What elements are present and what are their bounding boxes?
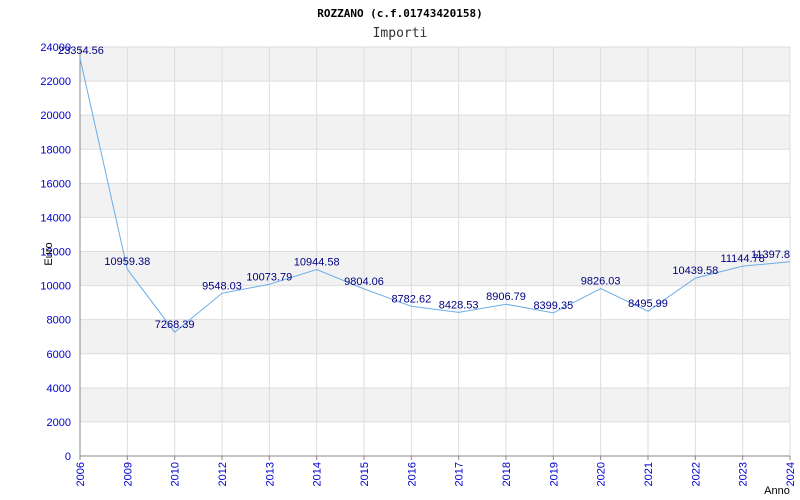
data-label: 9548.03 <box>202 280 242 292</box>
y-tick-label: 12000 <box>40 247 71 259</box>
grid-band <box>80 149 790 184</box>
x-tick-label: 2024 <box>785 462 797 486</box>
grid-band <box>80 81 790 116</box>
data-label: 10439.58 <box>672 265 718 277</box>
data-label: 8906.79 <box>486 291 526 303</box>
grid-lines <box>79 46 791 457</box>
data-label: 9826.03 <box>581 276 621 288</box>
data-labels: 23354.5610959.387268.399548.0310073.7910… <box>58 45 790 331</box>
x-tick-label: 2009 <box>122 462 134 486</box>
y-tick-label: 2000 <box>47 417 71 429</box>
y-axis-label: Euro <box>43 242 55 265</box>
data-label: 8495.99 <box>628 298 668 310</box>
data-label: 11397.8 <box>751 249 790 261</box>
data-label: 7268.39 <box>155 319 195 331</box>
grid-band <box>80 47 790 82</box>
grid-band <box>80 183 790 218</box>
grid-band <box>80 217 790 252</box>
y-tick-label: 22000 <box>40 76 71 88</box>
x-tick-labels: 2006 2009 2010 2012 2013 2014 2015 2016 2017 2018… <box>75 456 797 486</box>
x-tick-label: 2022 <box>690 462 702 486</box>
grid-band <box>80 421 790 456</box>
data-label: 11144.78 <box>721 253 765 265</box>
x-tick-label: 2013 <box>264 462 276 486</box>
grid-band <box>80 387 790 422</box>
y-tick-label: 0 <box>65 451 71 463</box>
chart-title: ROZZANO (c.f.01743420158) <box>317 7 483 20</box>
x-tick-label: 2016 <box>406 462 418 486</box>
x-tick-label: 2014 <box>312 462 324 486</box>
chart-subtitle: Importi <box>373 26 428 41</box>
x-tick-label: 2015 <box>359 462 371 486</box>
y-tick-labels: 0 2000 4000 6000 8000 10000 12000 14000 16000 180… <box>40 42 71 463</box>
data-label: 8782.62 <box>391 293 431 305</box>
data-label: 8428.53 <box>439 299 479 311</box>
x-tick-label: 2006 <box>75 462 87 486</box>
x-tick-label: 2021 <box>643 462 655 486</box>
x-tick-label: 2023 <box>738 462 750 486</box>
y-tick-label: 6000 <box>47 349 71 361</box>
data-label: 10073.79 <box>246 271 292 283</box>
x-tick-label: 2019 <box>548 462 560 486</box>
grid-band <box>80 353 790 388</box>
data-label: 8399.35 <box>533 300 573 312</box>
data-label: 10944.58 <box>294 256 340 268</box>
grid-band <box>80 251 790 286</box>
data-label: 10959.38 <box>104 256 150 268</box>
x-tick-label: 2010 <box>170 462 182 486</box>
data-label: 9804.06 <box>344 276 384 288</box>
x-tick-label: 2018 <box>501 462 513 486</box>
y-tick-label: 16000 <box>40 178 71 190</box>
y-tick-label: 4000 <box>47 383 71 395</box>
grid-band <box>80 285 790 320</box>
x-tick-label: 2012 <box>217 462 229 486</box>
x-axis-label: Anno <box>764 485 790 497</box>
y-tick-label: 24000 <box>40 42 71 54</box>
data-label: 23354.56 <box>58 45 104 57</box>
y-tick-label: 20000 <box>40 110 71 122</box>
grid-bands <box>80 47 790 456</box>
series-line <box>79 57 791 333</box>
y-tick-label: 8000 <box>47 315 71 327</box>
x-tick-label: 2020 <box>596 462 608 486</box>
y-tick-label: 10000 <box>40 281 71 293</box>
grid-band <box>80 115 790 150</box>
y-tick-label: 18000 <box>40 144 71 156</box>
x-tick-label: 2017 <box>454 462 466 486</box>
y-tick-label: 14000 <box>40 212 71 224</box>
grid-band <box>80 319 790 354</box>
